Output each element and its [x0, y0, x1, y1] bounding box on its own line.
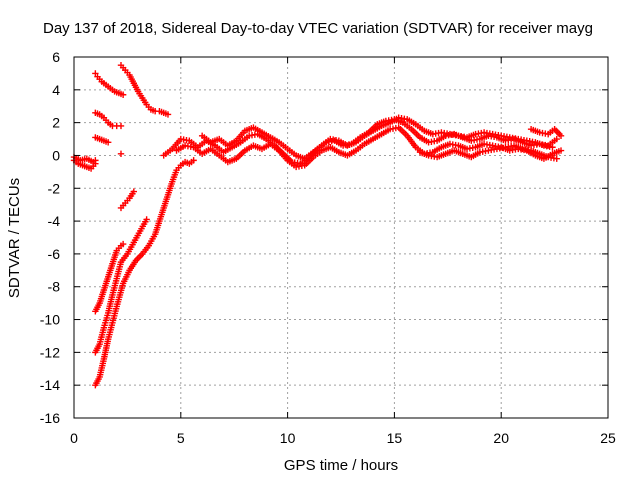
y-axis-title: SDTVAR / TECUs: [6, 178, 23, 298]
y-tick-label-6: -4: [48, 213, 61, 229]
point-sat-b-4: [92, 157, 99, 164]
x-axis-ticks: 0 5 10 15 20 25: [70, 57, 616, 446]
point-sat-g-0: [92, 70, 99, 77]
x-tick-label-1: 5: [177, 430, 185, 446]
point-sat-e-7: [119, 240, 127, 248]
point-sat-i-6: [117, 122, 125, 130]
series-sat-i: [92, 109, 125, 130]
y-tick-label-9: 2: [52, 115, 60, 131]
chart-title: Day 137 of 2018, Sidereal Day-to-day VTE…: [43, 20, 593, 37]
x-tick-label-5: 25: [600, 430, 616, 446]
series-sat-p: [527, 126, 565, 139]
point-sat-j-3: [104, 139, 112, 146]
y-tick-label-0: -16: [40, 410, 60, 426]
series-sat-k: [117, 150, 125, 158]
y-axis-ticks: -16 -14 -12 -10 -8 -6 -4 -2 0 2 4 6: [40, 49, 608, 426]
x-tick-label-4: 20: [493, 430, 509, 446]
point-sat-d-10: [143, 216, 150, 223]
y-tick-label-7: -2: [48, 180, 61, 196]
series-sat-f: [117, 188, 138, 212]
point-sat-o-16: [553, 155, 560, 162]
point-sat-h-11: [164, 111, 172, 118]
data-points: [70, 62, 565, 389]
point-sat-g-7: [119, 91, 127, 98]
point-sat-f-3: [130, 188, 138, 195]
series-sat-n: [198, 114, 556, 162]
y-tick-label-2: -12: [40, 344, 60, 360]
y-tick-label-4: -8: [48, 279, 61, 295]
y-tick-label-11: 6: [52, 49, 60, 65]
y-tick-label-10: 4: [52, 82, 60, 98]
x-tick-label-2: 10: [280, 430, 296, 446]
series-sat-a: [70, 157, 99, 172]
y-tick-label-3: -10: [40, 312, 60, 328]
point-sat-c-20: [190, 157, 197, 164]
series-sat-o: [416, 142, 560, 162]
plot-frame: [73, 56, 609, 419]
point-sat-n-41: [549, 144, 556, 151]
series-sat-j: [92, 134, 112, 146]
y-tick-label-8: 0: [52, 147, 60, 163]
y-tick-label-1: -14: [40, 377, 60, 393]
point-sat-k-0: [117, 150, 125, 158]
series-sat-d: [92, 216, 150, 356]
series-sat-e: [92, 240, 127, 315]
point-sat-p-4: [557, 132, 565, 139]
series-sat-g: [92, 70, 127, 98]
series-sat-h: [117, 62, 172, 118]
point-sat-m-45: [557, 147, 565, 154]
y-tick-label-5: -6: [48, 246, 61, 262]
x-axis-title: GPS time / hours: [284, 457, 398, 474]
series-sat-c: [92, 157, 197, 389]
point-sat-l-46: [553, 135, 560, 143]
x-tick-label-0: 0: [70, 430, 78, 446]
x-tick-label-3: 15: [387, 430, 403, 446]
